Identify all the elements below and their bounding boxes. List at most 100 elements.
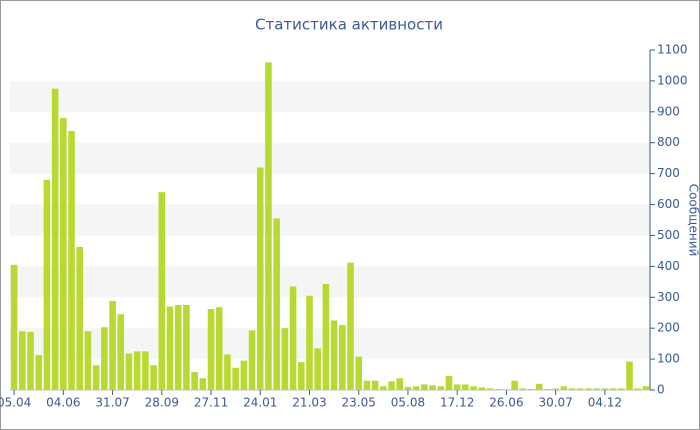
bar — [43, 179, 51, 390]
y-tick-label: 300 — [657, 290, 680, 304]
bar — [240, 360, 248, 390]
grid-band — [10, 266, 650, 298]
bar — [133, 351, 141, 390]
bar — [503, 389, 510, 390]
bar — [199, 378, 207, 390]
bar — [101, 327, 108, 390]
bar — [158, 192, 166, 390]
bar — [585, 388, 592, 390]
bar — [470, 386, 477, 390]
bar — [347, 262, 354, 390]
y-tick-label: 100 — [657, 352, 680, 366]
y-tick-label: 400 — [657, 259, 680, 273]
y-tick-label: 800 — [657, 135, 680, 149]
bar — [544, 389, 551, 390]
bar — [150, 365, 157, 390]
chart-title: Статистика активности — [255, 16, 443, 34]
bar — [642, 386, 650, 390]
bar — [207, 309, 215, 390]
x-tick-label: 26.06 — [489, 396, 523, 410]
grid-band — [10, 80, 650, 112]
bar — [166, 306, 174, 390]
bar — [618, 388, 625, 390]
bar — [478, 387, 486, 390]
bar — [453, 384, 461, 390]
bar — [626, 361, 633, 390]
bar — [601, 388, 609, 390]
bar — [314, 348, 321, 390]
bar — [552, 388, 559, 390]
bar — [174, 305, 182, 390]
bar — [142, 351, 149, 390]
bar — [339, 325, 346, 390]
bar — [298, 362, 305, 390]
bar — [117, 314, 125, 390]
bar — [412, 386, 420, 390]
grid-band — [10, 328, 650, 360]
x-tick-label: 23.05 — [342, 396, 376, 410]
bar — [609, 388, 617, 390]
bar — [355, 356, 362, 390]
bar — [322, 283, 330, 390]
bar — [224, 354, 231, 390]
y-tick-label: 600 — [657, 197, 680, 211]
bar — [437, 386, 445, 390]
y-tick-label: 1100 — [657, 43, 688, 57]
bar — [306, 295, 313, 390]
x-tick-label: 05.04 — [0, 396, 31, 410]
bar — [330, 320, 338, 390]
x-tick-label: 04.12 — [588, 396, 622, 410]
bar — [380, 386, 387, 390]
bar — [10, 264, 18, 390]
x-tick-label: 21.03 — [292, 396, 326, 410]
bar — [527, 389, 535, 390]
x-tick-label: 04.06 — [46, 396, 80, 410]
bar — [371, 380, 379, 390]
bar — [535, 383, 543, 390]
y-tick-label: 700 — [657, 166, 680, 180]
x-tick-label: 17.12 — [440, 396, 474, 410]
y-tick-label: 200 — [657, 321, 680, 335]
bar — [560, 386, 568, 390]
bar — [576, 388, 584, 390]
bar — [35, 355, 42, 390]
bar — [273, 218, 280, 390]
bar — [511, 380, 518, 390]
x-tick-label: 30.07 — [538, 396, 572, 410]
bar — [76, 246, 84, 390]
y-tick-label: 500 — [657, 228, 680, 242]
bar — [109, 300, 116, 390]
bar — [593, 388, 600, 390]
bar — [404, 386, 412, 390]
bar — [84, 331, 92, 390]
bar — [388, 381, 395, 390]
bar — [191, 372, 198, 390]
y-axis-label: Сообщений — [687, 184, 700, 257]
bar — [568, 388, 576, 390]
x-tick-label: 24.01 — [243, 396, 277, 410]
bar — [60, 118, 67, 390]
y-tick-label: 0 — [657, 383, 665, 397]
bar — [232, 367, 239, 390]
bar — [248, 330, 256, 390]
bar — [51, 88, 59, 391]
bar — [462, 384, 469, 390]
bar — [183, 305, 190, 390]
x-tick-label: 27.11 — [194, 396, 228, 410]
bar — [265, 62, 272, 390]
bar — [281, 328, 289, 390]
y-tick-label: 900 — [657, 104, 680, 118]
bar — [68, 130, 75, 390]
bar — [486, 388, 494, 390]
bar — [256, 167, 264, 390]
bar — [519, 388, 527, 390]
bar — [396, 378, 404, 390]
bar — [289, 286, 297, 390]
bar — [429, 385, 436, 390]
y-tick-label: 1000 — [657, 73, 688, 87]
bar — [421, 384, 428, 390]
bar — [125, 353, 133, 390]
bar — [634, 388, 641, 390]
grid-band — [10, 204, 650, 236]
